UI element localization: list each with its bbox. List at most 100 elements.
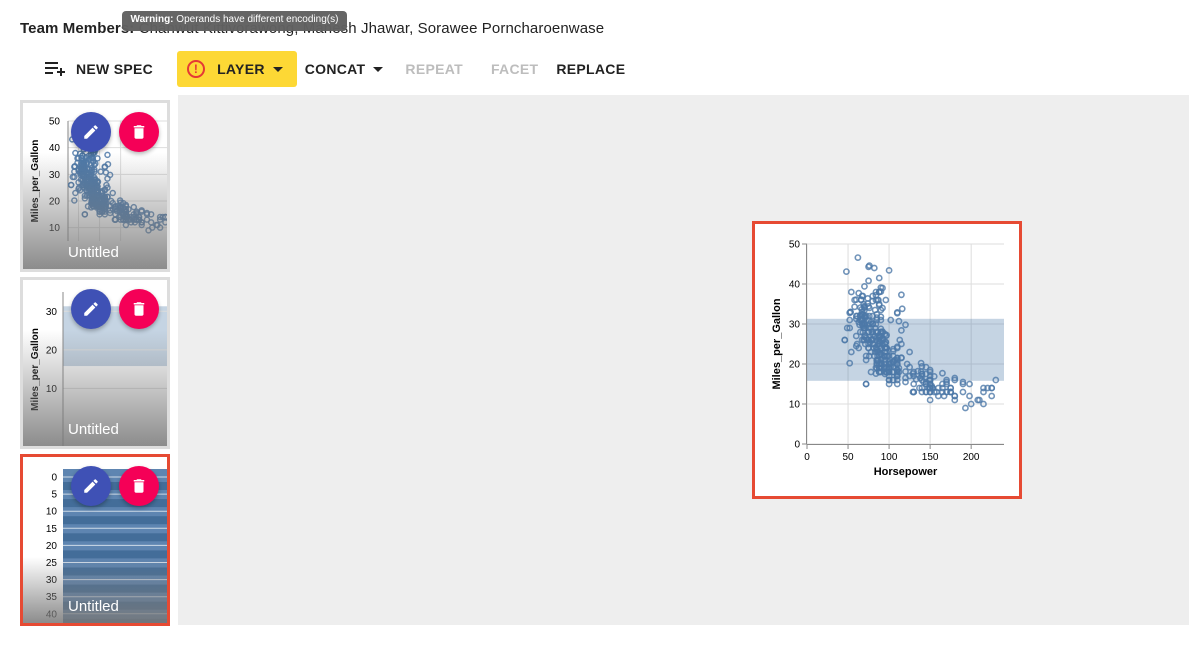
concat-label: CONCAT bbox=[304, 61, 366, 77]
thumb-band bbox=[63, 499, 167, 508]
data-point bbox=[846, 316, 854, 324]
data-point bbox=[882, 339, 890, 346]
data-point bbox=[851, 303, 859, 311]
data-point bbox=[877, 316, 885, 324]
data-point bbox=[852, 312, 860, 320]
data-point bbox=[906, 348, 914, 356]
tooltip-message: Operands have different encoding(s) bbox=[176, 14, 339, 25]
data-point bbox=[843, 268, 850, 275]
data-point bbox=[988, 384, 996, 392]
data-point bbox=[872, 320, 880, 328]
data-point bbox=[922, 388, 930, 396]
delete-spec-button[interactable] bbox=[119, 112, 159, 152]
data-point bbox=[992, 376, 1000, 384]
x-tick-label: 100 bbox=[881, 452, 898, 463]
playlist-add-icon bbox=[44, 59, 66, 80]
data-point bbox=[887, 316, 895, 324]
data-point bbox=[857, 296, 865, 304]
data-point bbox=[858, 311, 866, 318]
replace-button[interactable]: REPLACE bbox=[548, 51, 633, 87]
data-point bbox=[920, 378, 927, 386]
data-point bbox=[885, 267, 893, 274]
data-point bbox=[872, 288, 880, 296]
tooltip-prefix: Warning: bbox=[130, 14, 174, 25]
data-point bbox=[869, 292, 877, 300]
thumb-band bbox=[63, 516, 167, 525]
warning-icon: ! bbox=[187, 60, 206, 78]
data-point bbox=[914, 367, 922, 375]
data-point bbox=[925, 376, 933, 384]
edit-spec-button[interactable] bbox=[71, 466, 111, 506]
layer-button[interactable]: ! LAYER bbox=[177, 51, 297, 87]
data-point bbox=[980, 388, 987, 396]
data-point bbox=[974, 396, 982, 404]
layer-dropdown-icon bbox=[272, 66, 283, 72]
data-point bbox=[966, 392, 973, 400]
data-point bbox=[962, 404, 969, 412]
spec-3-title: Untitled bbox=[68, 598, 119, 615]
repeat-button[interactable]: REPEAT bbox=[397, 51, 471, 87]
data-point bbox=[926, 396, 934, 404]
data-point bbox=[893, 380, 901, 388]
data-point bbox=[879, 284, 886, 292]
data-point bbox=[959, 388, 967, 396]
data-point bbox=[852, 332, 860, 340]
new-spec-label: NEW SPEC bbox=[76, 61, 154, 77]
data-point bbox=[882, 332, 890, 340]
thumb-tick-label: 0 bbox=[51, 473, 57, 484]
selected-view[interactable]: 0 50 100 150 200 0 10 20 30 40 50 Horsepower Miles_p… bbox=[752, 221, 1022, 499]
data-point bbox=[895, 317, 903, 325]
data-point bbox=[846, 309, 854, 317]
x-axis-title: Horsepower bbox=[874, 466, 938, 478]
data-point bbox=[984, 384, 991, 392]
thumbnail-overlay bbox=[23, 152, 167, 269]
thumb-band bbox=[63, 550, 167, 559]
data-point bbox=[847, 348, 855, 356]
y-tick-label: 10 bbox=[789, 400, 801, 411]
spec-1-title: Untitled bbox=[68, 244, 119, 261]
warning-tooltip: Warning: Operands have different encodin… bbox=[122, 11, 347, 31]
y-tick-label: 20 bbox=[789, 360, 801, 371]
team-label: Team Members: bbox=[20, 20, 135, 37]
data-point bbox=[943, 378, 950, 386]
data-point bbox=[861, 283, 868, 290]
data-point bbox=[947, 384, 955, 392]
thumb-tick-label: 30 bbox=[46, 307, 58, 318]
data-point bbox=[865, 312, 873, 320]
data-point bbox=[889, 345, 897, 353]
new-spec-button[interactable]: NEW SPEC bbox=[36, 51, 161, 87]
x-tick-label: 50 bbox=[842, 452, 854, 463]
data-point bbox=[930, 372, 938, 380]
data-point bbox=[870, 264, 878, 272]
delete-spec-button[interactable] bbox=[119, 289, 159, 329]
data-point bbox=[902, 378, 909, 386]
data-point bbox=[869, 320, 877, 328]
edit-spec-button[interactable] bbox=[71, 112, 111, 152]
data-point bbox=[852, 315, 860, 323]
data-point bbox=[862, 356, 870, 364]
data-point bbox=[872, 343, 880, 351]
concat-button[interactable]: CONCAT bbox=[297, 51, 392, 87]
spec-thumbnail-3[interactable]: 0510152025303540 Untitled bbox=[20, 454, 170, 626]
data-point bbox=[910, 388, 918, 396]
trash-icon bbox=[133, 125, 145, 139]
x-tick-label: 200 bbox=[963, 452, 980, 463]
spec-thumbnail-2[interactable]: 302010Miles_per_Gallon Untitled bbox=[20, 277, 170, 449]
data-point bbox=[875, 332, 883, 340]
data-point bbox=[843, 324, 851, 332]
editor-canvas[interactable] bbox=[178, 95, 1189, 625]
data-point bbox=[926, 366, 934, 374]
trash-icon bbox=[133, 479, 145, 493]
spec-thumbnail-1[interactable]: 5040302010Miles_per_Gallon Untitled bbox=[20, 100, 170, 272]
data-point bbox=[939, 369, 946, 377]
edit-spec-button[interactable] bbox=[71, 289, 111, 329]
trash-icon bbox=[133, 302, 145, 316]
data-point bbox=[902, 368, 909, 375]
thumb-tick-label: 40 bbox=[49, 143, 61, 154]
data-point bbox=[861, 321, 868, 328]
facet-button[interactable]: FACET bbox=[483, 51, 546, 87]
data-point bbox=[858, 308, 866, 316]
delete-spec-button[interactable] bbox=[119, 466, 159, 506]
data-point bbox=[889, 376, 897, 384]
x-tick-label: 150 bbox=[922, 452, 939, 463]
